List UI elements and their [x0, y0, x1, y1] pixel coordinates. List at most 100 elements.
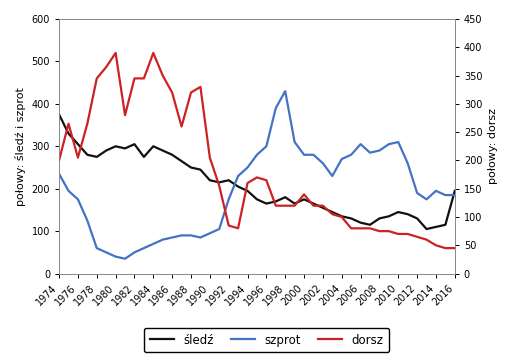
- śledź: [198, 168, 204, 172]
- śledź: [452, 189, 458, 193]
- śledź: [320, 206, 326, 210]
- szprot: [433, 189, 439, 193]
- dorsz: [310, 203, 317, 208]
- dorsz: [282, 203, 288, 208]
- dorsz: [122, 113, 128, 117]
- szprot: [273, 106, 279, 110]
- śledź: [254, 197, 260, 202]
- szprot: [310, 153, 317, 157]
- śledź: [84, 153, 90, 157]
- dorsz: [207, 155, 213, 160]
- szprot: [226, 197, 232, 202]
- szprot: [367, 151, 373, 155]
- Y-axis label: połowy: śledź i szprot: połowy: śledź i szprot: [15, 87, 26, 206]
- śledź: [75, 142, 81, 146]
- szprot: [423, 197, 429, 202]
- szprot: [339, 157, 345, 161]
- śledź: [291, 201, 298, 206]
- Line: szprot: szprot: [59, 91, 455, 259]
- śledź: [169, 153, 175, 157]
- szprot: [141, 246, 147, 250]
- szprot: [358, 142, 364, 146]
- dorsz: [141, 76, 147, 81]
- dorsz: [395, 232, 401, 236]
- śledź: [207, 178, 213, 182]
- Line: śledź: śledź: [59, 114, 455, 229]
- dorsz: [216, 184, 222, 188]
- śledź: [226, 178, 232, 182]
- dorsz: [169, 90, 175, 95]
- śledź: [433, 225, 439, 229]
- szprot: [452, 193, 458, 197]
- szprot: [179, 233, 185, 237]
- dorsz: [150, 51, 156, 55]
- szprot: [103, 250, 109, 254]
- śledź: [310, 201, 317, 206]
- dorsz: [339, 215, 345, 219]
- dorsz: [179, 124, 185, 129]
- szprot: [301, 153, 307, 157]
- śledź: [395, 210, 401, 214]
- szprot: [442, 193, 448, 197]
- śledź: [103, 148, 109, 153]
- dorsz: [358, 226, 364, 231]
- szprot: [169, 235, 175, 240]
- śledź: [216, 180, 222, 185]
- szprot: [160, 237, 166, 242]
- szprot: [395, 140, 401, 144]
- dorsz: [273, 203, 279, 208]
- dorsz: [386, 229, 392, 233]
- szprot: [291, 140, 298, 144]
- dorsz: [198, 85, 204, 89]
- szprot: [348, 153, 354, 157]
- dorsz: [263, 178, 269, 182]
- śledź: [414, 216, 420, 220]
- śledź: [235, 184, 241, 189]
- dorsz: [452, 246, 458, 250]
- dorsz: [291, 203, 298, 208]
- szprot: [405, 161, 411, 165]
- dorsz: [423, 237, 429, 242]
- śledź: [282, 195, 288, 199]
- dorsz: [433, 243, 439, 248]
- dorsz: [103, 65, 109, 69]
- szprot: [188, 233, 194, 237]
- szprot: [386, 142, 392, 146]
- śledź: [339, 214, 345, 219]
- śledź: [348, 216, 354, 220]
- śledź: [179, 159, 185, 163]
- śledź: [358, 220, 364, 225]
- śledź: [160, 148, 166, 153]
- dorsz: [66, 122, 72, 126]
- szprot: [320, 161, 326, 165]
- Y-axis label: połowy: dorsz: połowy: dorsz: [488, 108, 498, 184]
- śledź: [405, 212, 411, 216]
- szprot: [216, 227, 222, 231]
- dorsz: [254, 175, 260, 180]
- szprot: [244, 165, 250, 170]
- śledź: [329, 210, 336, 214]
- szprot: [94, 246, 100, 250]
- śledź: [386, 214, 392, 219]
- dorsz: [160, 73, 166, 78]
- dorsz: [405, 232, 411, 236]
- szprot: [329, 174, 336, 178]
- dorsz: [235, 226, 241, 231]
- śledź: [150, 144, 156, 148]
- śledź: [263, 201, 269, 206]
- szprot: [122, 257, 128, 261]
- śledź: [442, 223, 448, 227]
- szprot: [56, 172, 62, 176]
- szprot: [377, 148, 383, 153]
- dorsz: [414, 235, 420, 239]
- szprot: [112, 254, 119, 259]
- dorsz: [188, 90, 194, 95]
- Legend: śledź, szprot, dorsz: śledź, szprot, dorsz: [144, 328, 389, 353]
- dorsz: [320, 203, 326, 208]
- szprot: [150, 242, 156, 246]
- dorsz: [244, 181, 250, 185]
- dorsz: [75, 155, 81, 160]
- dorsz: [348, 226, 354, 231]
- śledź: [188, 165, 194, 170]
- śledź: [122, 146, 128, 151]
